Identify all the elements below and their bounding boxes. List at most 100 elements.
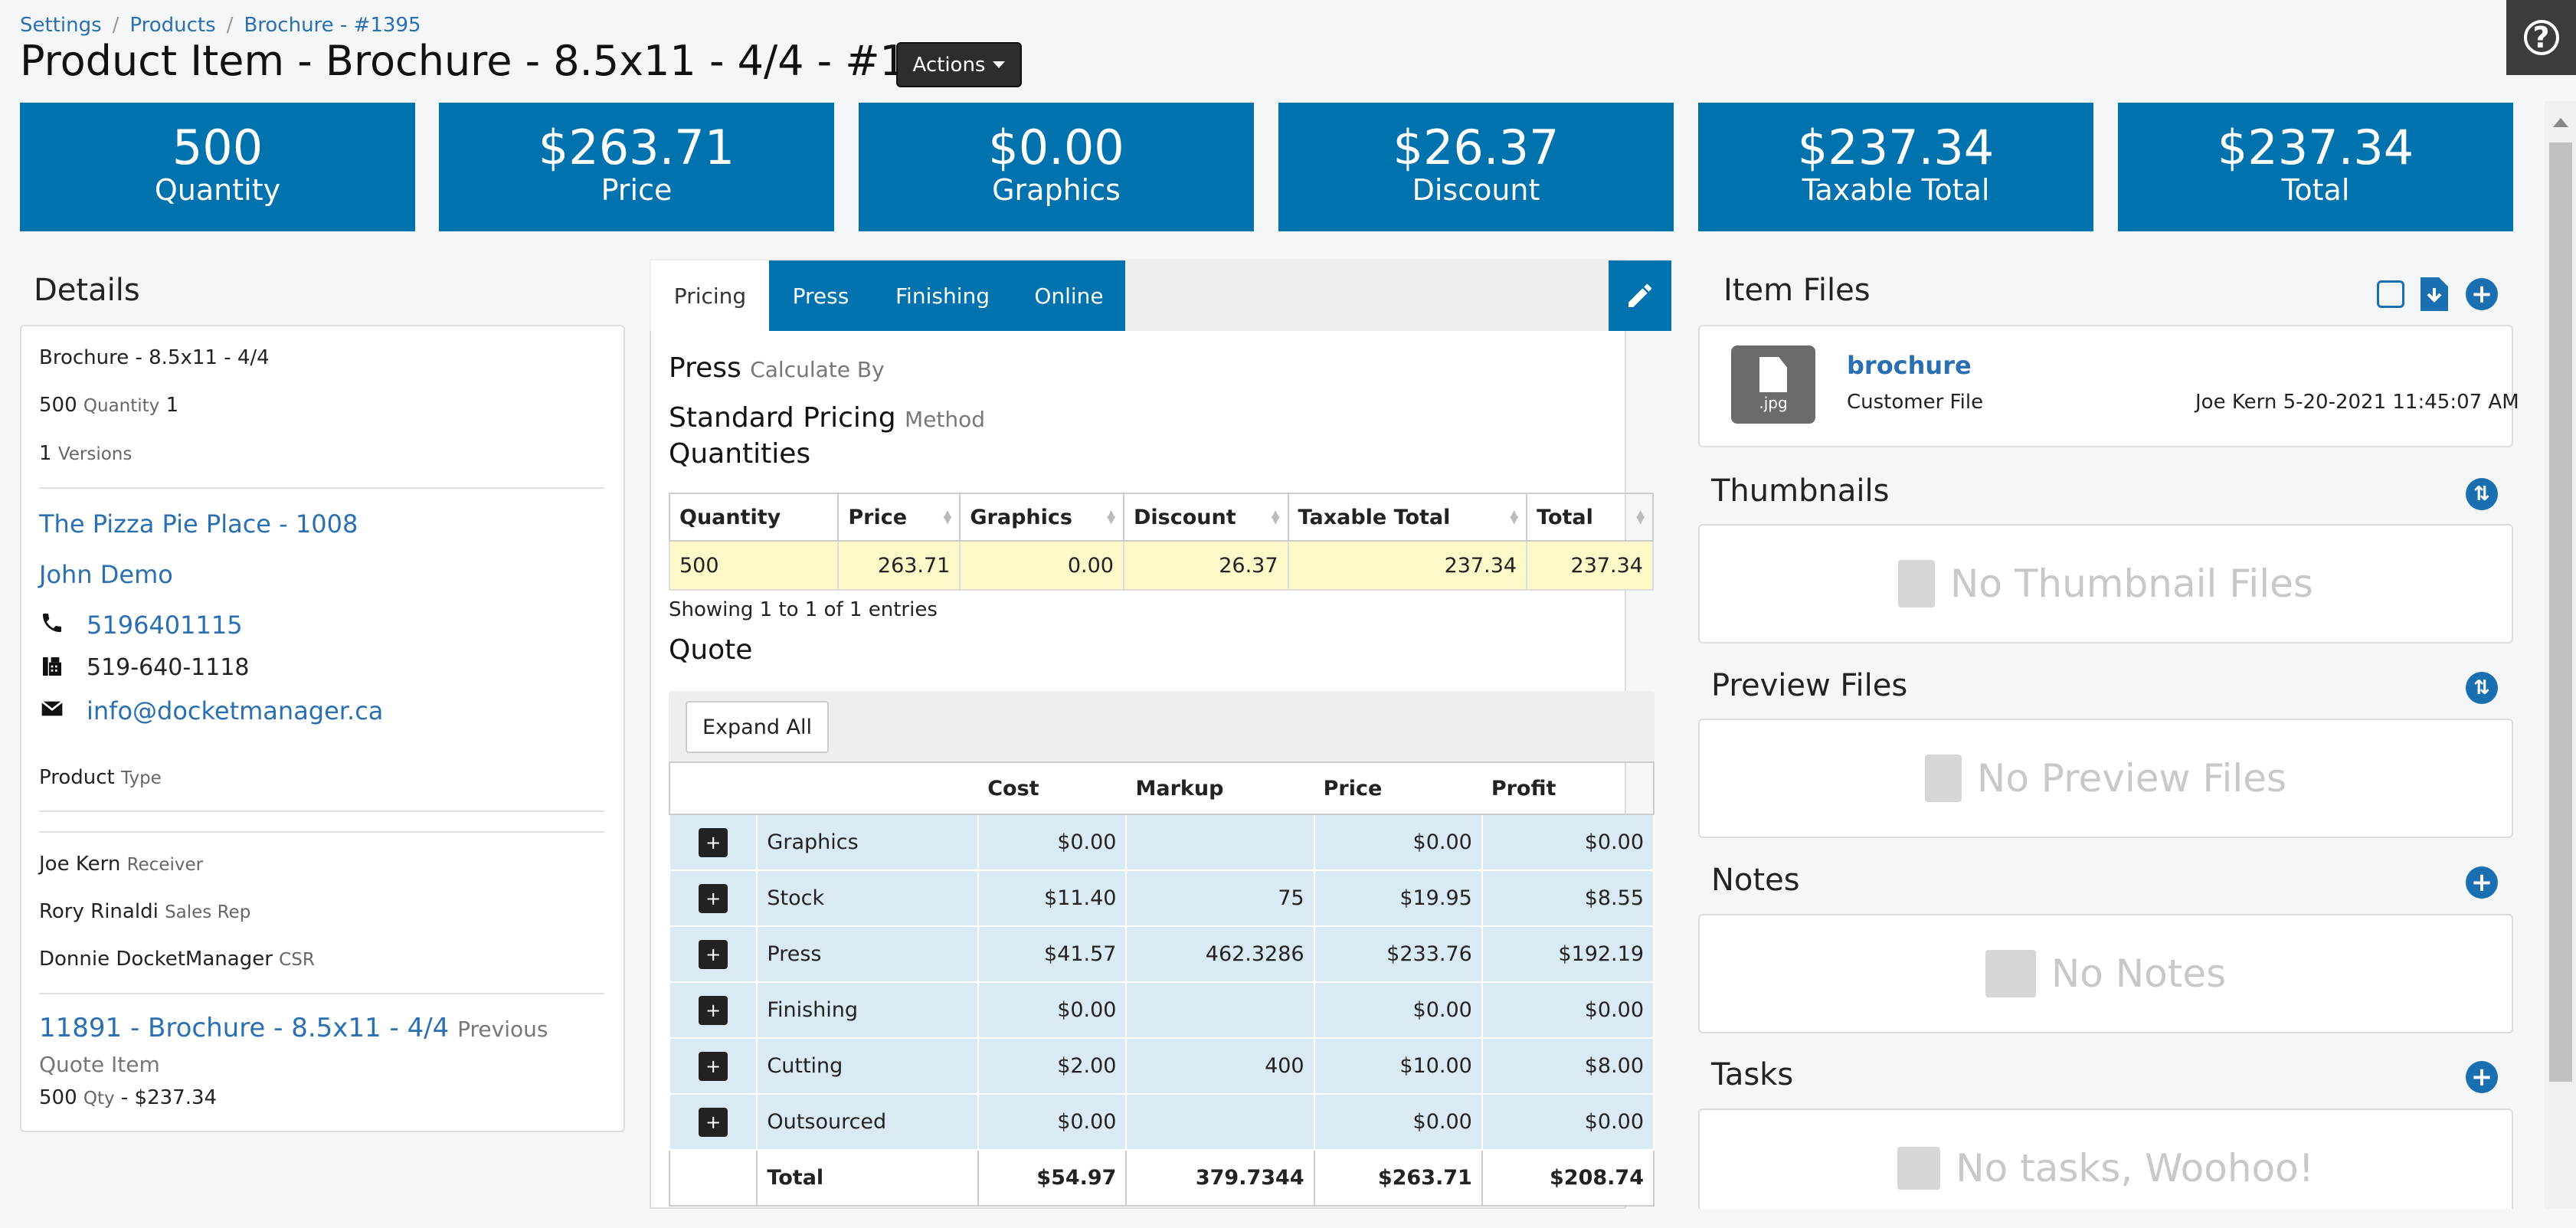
quantity-value: 500 (39, 394, 77, 417)
fax-number: 519-640-1118 (87, 654, 250, 681)
versions-label: Versions (57, 444, 133, 464)
file-extension: .jpg (1759, 394, 1788, 412)
plus-icon[interactable]: + (699, 1107, 728, 1137)
edit-button[interactable] (1609, 260, 1671, 331)
receiver-line: Joe Kern Receiver (39, 853, 203, 876)
row-cost: $2.00 (977, 1037, 1128, 1095)
details-heading: Details (34, 273, 140, 308)
table-info: Showing 1 to 1 of 1 entries (669, 598, 938, 621)
row-markup: 462.3286 (1125, 925, 1315, 983)
breadcrumb-separator: / (226, 14, 234, 37)
contact-link[interactable]: John Demo (39, 560, 173, 589)
email-link[interactable]: info@docketmanager.ca (87, 696, 384, 725)
quote-row-finishing: + Finishing $0.00 $0.00 $0.00 (668, 981, 1655, 1039)
stat-graphics: $0.00 Graphics (859, 103, 1254, 231)
stat-label: Graphics (992, 173, 1121, 207)
add-file-button[interactable]: + (2466, 278, 2498, 310)
plus-icon[interactable]: + (699, 883, 728, 913)
expand-cell: + (668, 1037, 758, 1095)
header-label: Total (1537, 505, 1593, 529)
previous-quote-link[interactable]: 11891 - Brochure - 8.5x11 - 4/4 (39, 1013, 450, 1043)
checkbox-icon[interactable] (2377, 280, 2404, 308)
method-heading: Standard Pricing Method (669, 402, 985, 434)
breadcrumb-brochure[interactable]: Brochure - #1395 (244, 14, 421, 37)
quote-heading: Quote (669, 634, 753, 666)
stat-label: Taxable Total (1802, 173, 1990, 207)
tab-online[interactable]: Online (1013, 260, 1125, 331)
file-name-link[interactable]: brochure (1847, 351, 1972, 380)
col-total[interactable]: Total ▲ ▼ (1526, 493, 1654, 542)
upload-preview-button[interactable]: ⇅ (2466, 672, 2498, 704)
col-markup: Markup (1126, 762, 1314, 815)
header-label: Taxable Total (1298, 505, 1451, 529)
col-name (757, 762, 979, 815)
col-taxable-total[interactable]: Taxable Total ▲ ▼ (1287, 493, 1528, 542)
row-price: $10.00 (1313, 1037, 1483, 1095)
cell: 26.37 (1122, 540, 1289, 591)
tab-pricing[interactable]: Pricing (651, 260, 769, 331)
plus-icon[interactable]: + (699, 995, 728, 1025)
press-calc-heading: Press Calculate By (669, 352, 885, 384)
quote-row-outsourced: + Outsourced $0.00 $0.00 $0.00 (668, 1093, 1655, 1151)
notes-empty: No Notes (1698, 914, 2513, 1033)
sort-icon: ▲ ▼ (1107, 508, 1115, 526)
notes-heading: Notes (1711, 863, 1800, 898)
scrollbar-thumb[interactable] (2549, 142, 2572, 1082)
row-profit: $208.74 (1481, 1149, 1655, 1207)
file-thumbnail[interactable]: .jpg (1731, 345, 1815, 424)
previous-quote-label: Previous Quote Item (39, 1017, 548, 1077)
help-button[interactable]: ? (2506, 0, 2576, 75)
notes-empty-text: No Notes (2051, 951, 2227, 996)
type-value: Product (39, 766, 115, 789)
row-profit: $192.19 (1481, 925, 1655, 983)
tasks-heading: Tasks (1711, 1057, 1794, 1092)
stat-value: $237.34 (2217, 120, 2414, 175)
preview-files-empty: No Preview Files (1698, 719, 2513, 838)
thumbnails-empty-text: No Thumbnail Files (1950, 562, 2313, 606)
divider (39, 831, 604, 833)
phone-icon (39, 611, 65, 637)
stat-label: Discount (1412, 173, 1540, 207)
customer-link[interactable]: The Pizza Pie Place - 1008 (39, 509, 358, 539)
divider (39, 810, 604, 812)
col-discount[interactable]: Discount ▲ ▼ (1122, 493, 1289, 542)
plus-icon[interactable]: + (699, 939, 728, 969)
table-row[interactable]: 500 263.71 0.00 26.37 237.34 237.34 (668, 540, 1654, 591)
expand-all-button[interactable]: Expand All (686, 701, 829, 753)
sales-rep-value: Rory Rinaldi (39, 900, 159, 923)
plus-icon[interactable]: + (699, 1051, 728, 1081)
sort-icon: ▲ ▼ (1271, 508, 1280, 526)
preview-files-card (1698, 719, 2513, 838)
previous-quote: 11891 - Brochure - 8.5x11 - 4/4 Previous… (39, 1011, 606, 1082)
col-quantity[interactable]: Quantity (668, 493, 840, 542)
breadcrumb-settings[interactable]: Settings (20, 14, 102, 37)
cell: 500 (668, 540, 840, 591)
download-icon[interactable] (2421, 277, 2448, 314)
phone-link[interactable]: 5196401115 (87, 611, 243, 640)
col-graphics[interactable]: Graphics ▲ ▼ (959, 493, 1124, 542)
actions-button[interactable]: Actions (896, 42, 1022, 87)
col-price[interactable]: Price ▲ ▼ (837, 493, 961, 542)
add-note-button[interactable]: + (2466, 866, 2498, 899)
breadcrumb-products[interactable]: Products (129, 14, 216, 37)
tab-press[interactable]: Press (769, 260, 872, 331)
upload-thumbnail-button[interactable]: ⇅ (2466, 478, 2498, 510)
quantity-line: 500 Quantity 1 (39, 394, 178, 417)
add-task-button[interactable]: + (2466, 1061, 2498, 1093)
actions-label: Actions (912, 53, 986, 77)
quantity-label: Quantity (83, 396, 160, 416)
expand-cell: + (668, 869, 758, 927)
pencil-icon (1628, 283, 1651, 307)
stat-discount: $26.37 Discount (1278, 103, 1674, 231)
quote-table: Cost Markup Price Profit + Graphics $0.0… (668, 761, 1655, 1207)
row-profit: $0.00 (1481, 981, 1655, 1039)
scroll-up-arrow-icon[interactable] (2545, 107, 2576, 138)
col-cost: Cost (978, 762, 1127, 815)
thumbnails-card (1698, 524, 2513, 643)
stat-quantity: 500 Quantity (20, 103, 415, 231)
tab-finishing[interactable]: Finishing (872, 260, 1013, 331)
plus-icon[interactable]: + (699, 827, 728, 857)
cell: 237.34 (1526, 540, 1654, 591)
previous-quote-summary: 500 Qty - $237.34 (39, 1086, 217, 1109)
row-cost: $0.00 (977, 814, 1128, 871)
